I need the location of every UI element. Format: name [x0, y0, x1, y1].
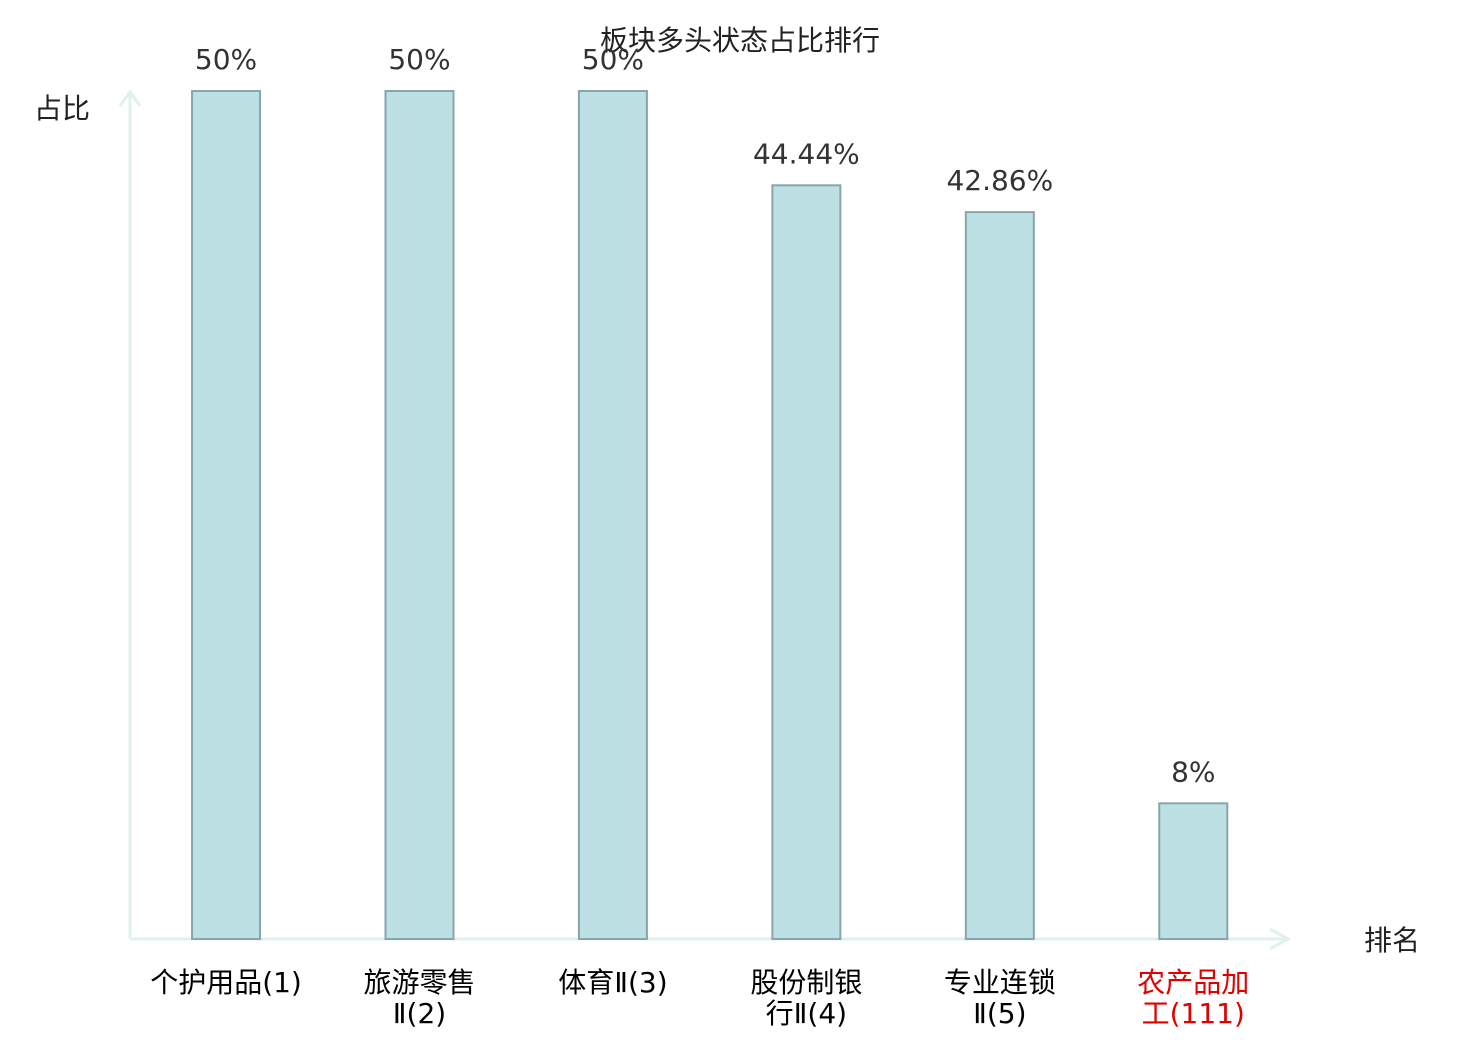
value-label: 50% — [582, 43, 644, 76]
axes — [118, 89, 1292, 951]
x-tick-label: 旅游零售 Ⅱ(2) — [363, 966, 475, 1030]
x-tick-label: 个护用品(1) — [150, 966, 302, 999]
bar — [1158, 802, 1229, 940]
chart-title: 板块多头状态占比排行 — [600, 24, 880, 57]
value-label: 50% — [195, 43, 257, 76]
bar — [577, 90, 648, 940]
bar — [964, 211, 1035, 940]
x-tick-label: 农产品加工(111) — [1137, 966, 1249, 1030]
value-label: 8% — [1171, 755, 1215, 788]
bar — [771, 184, 842, 940]
x-tick-label: 专业连锁 Ⅱ(5) — [944, 966, 1056, 1030]
x-axis-label: 排名 — [1364, 924, 1420, 957]
x-axis-arrow — [1269, 927, 1292, 951]
value-label: 50% — [388, 43, 450, 76]
x-tick-label: 股份制银行Ⅱ(4) — [750, 966, 862, 1030]
value-label: 42.86% — [946, 164, 1053, 197]
value-label: 44.44% — [753, 137, 860, 170]
bar — [191, 90, 262, 940]
bar — [384, 90, 455, 940]
y-axis-label: 占比 — [34, 92, 90, 125]
x-tick-label: 体育Ⅱ(3) — [558, 966, 667, 999]
y-axis-arrow — [118, 89, 142, 107]
